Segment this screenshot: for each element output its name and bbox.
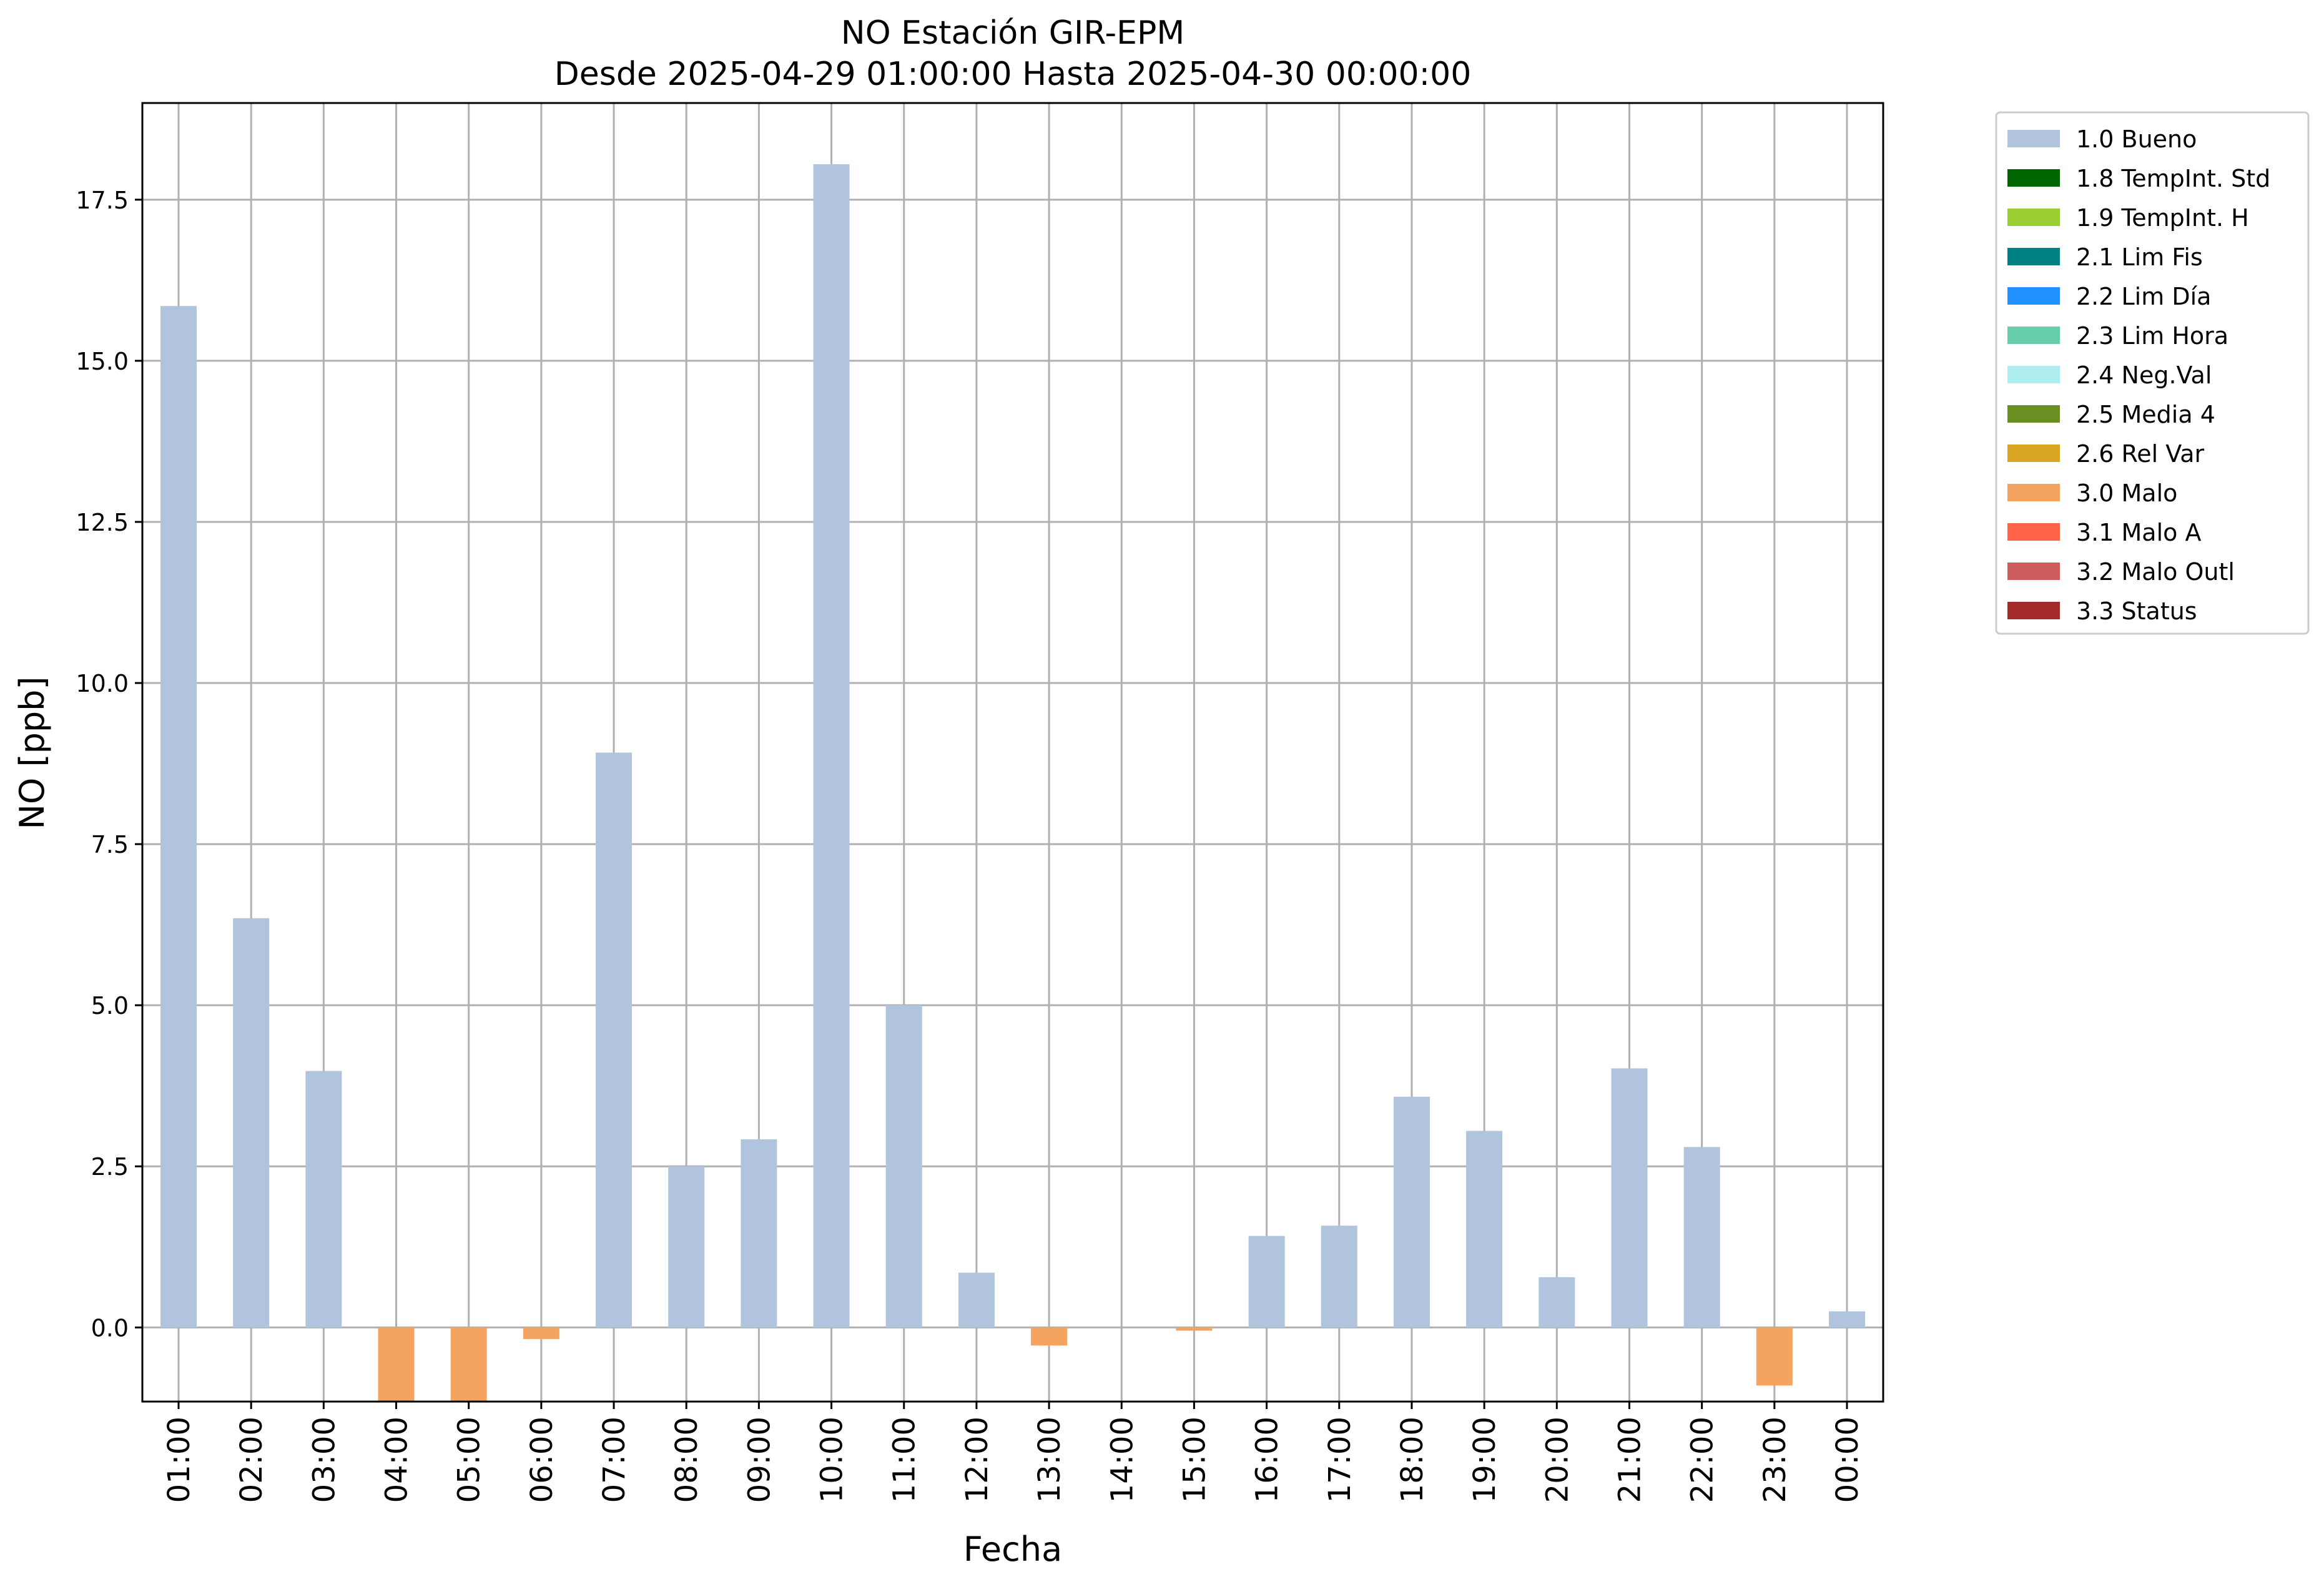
- bar-1800: [1393, 1096, 1430, 1328]
- bar-2100: [1611, 1068, 1648, 1328]
- legend-label: 2.5 Media 4: [2076, 401, 2215, 428]
- x-tick-label: 19:00: [1467, 1417, 1502, 1503]
- bar-0200: [233, 918, 270, 1328]
- bar-0700: [596, 752, 633, 1328]
- legend-swatch: [2007, 327, 2060, 344]
- bar-1300: [1031, 1327, 1068, 1346]
- x-axis-label: Fecha: [963, 1530, 1062, 1569]
- legend-swatch: [2007, 523, 2060, 541]
- x-tick-label: 04:00: [380, 1417, 415, 1503]
- bar-1100: [885, 1005, 922, 1328]
- bar-0800: [668, 1166, 705, 1328]
- y-tick-label: 0.0: [91, 1314, 129, 1342]
- x-ticks: 01:00 02:00 03:00 04:00 05:00 06:00 07:00 08:00…: [162, 1402, 1865, 1503]
- legend-label: 2.4 Neg.Val: [2076, 361, 2212, 389]
- bar-0100: [160, 306, 197, 1328]
- legend-swatch: [2007, 366, 2060, 383]
- legend: 1.0 Bueno 1.8 TempInt. Std 1.9 TempInt. H 2…: [1995, 111, 2310, 635]
- legend-label: 3.1 Malo A: [2076, 519, 2201, 546]
- y-ticks: 0.0 2.5 5.0 7.5 10.0 12.5 15.0 17.5: [76, 187, 142, 1342]
- legend-label: 2.3 Lim Hora: [2076, 322, 2228, 350]
- bar-0400: [378, 1327, 415, 1402]
- x-tick-label: 16:00: [1250, 1417, 1285, 1503]
- y-tick-label: 15.0: [76, 348, 129, 375]
- bar-1900: [1466, 1131, 1503, 1328]
- y-tick-label: 17.5: [76, 187, 129, 214]
- y-tick-label: 2.5: [91, 1153, 129, 1181]
- x-tick-label: 15:00: [1177, 1417, 1212, 1503]
- bar-2300: [1756, 1327, 1793, 1386]
- legend-label: 3.2 Malo Outl: [2076, 558, 2235, 586]
- x-tick-label: 10:00: [815, 1417, 850, 1503]
- x-tick-label: 17:00: [1322, 1417, 1357, 1503]
- legend-label: 3.0 Malo: [2076, 479, 2177, 507]
- bar-2200: [1683, 1147, 1720, 1328]
- y-tick-label: 12.5: [76, 509, 129, 536]
- legend-label: 1.0 Bueno: [2076, 125, 2197, 153]
- legend-swatch: [2007, 563, 2060, 580]
- x-tick-label: 22:00: [1685, 1417, 1720, 1503]
- legend-swatch: [2007, 602, 2060, 619]
- x-tick-label: 07:00: [597, 1417, 632, 1503]
- x-tick-label: 06:00: [524, 1417, 559, 1503]
- plot-frame: [141, 102, 1884, 1403]
- legend-swatch: [2007, 287, 2060, 305]
- y-tick-label: 10.0: [76, 670, 129, 697]
- y-tick-label: 5.0: [91, 992, 129, 1019]
- x-tick-label: 02:00: [234, 1417, 269, 1503]
- bar-1500: [1176, 1327, 1213, 1331]
- bar-1600: [1248, 1236, 1285, 1328]
- legend-label: 3.3 Status: [2076, 597, 2197, 625]
- x-tick-label: 00:00: [1830, 1417, 1865, 1503]
- bar-0300: [305, 1071, 342, 1328]
- bar-1000: [813, 164, 850, 1328]
- legend-swatch: [2007, 405, 2060, 423]
- legend-swatch: [2007, 484, 2060, 501]
- legend-swatch: [2007, 209, 2060, 226]
- x-tick-label: 05:00: [452, 1417, 487, 1503]
- x-tick-label: 12:00: [960, 1417, 995, 1503]
- x-tick-label: 03:00: [307, 1417, 342, 1503]
- legend-label: 2.1 Lim Fis: [2076, 243, 2203, 271]
- bar-0500: [450, 1327, 487, 1402]
- legend-swatch: [2007, 169, 2060, 187]
- bars: [160, 164, 1865, 1402]
- x-tick-label: 23:00: [1758, 1417, 1793, 1503]
- bar-0000: [1829, 1311, 1865, 1328]
- bar-1700: [1321, 1226, 1357, 1328]
- legend-swatch: [2007, 130, 2060, 147]
- legend-box: [1995, 111, 2310, 635]
- legend-label: 1.8 TempInt. Std: [2076, 165, 2270, 192]
- chart-subtitle: Desde 2025-04-29 01:00:00 Hasta 2025-04-…: [554, 56, 1472, 93]
- x-tick-label: 18:00: [1395, 1417, 1430, 1503]
- legend-swatch: [2007, 445, 2060, 462]
- x-tick-label: 09:00: [742, 1417, 777, 1503]
- x-tick-label: 14:00: [1105, 1417, 1140, 1503]
- x-tick-label: 11:00: [887, 1417, 922, 1503]
- x-tick-label: 20:00: [1540, 1417, 1575, 1503]
- x-tick-label: 21:00: [1612, 1417, 1647, 1503]
- legend-label: 1.9 TempInt. H: [2076, 204, 2249, 232]
- bar-0600: [523, 1327, 559, 1339]
- chart-title: NO Estación GIR-EPM: [841, 14, 1184, 52]
- bar-1200: [958, 1272, 995, 1328]
- bar-0900: [741, 1139, 777, 1328]
- legend-swatch: [2007, 248, 2060, 265]
- y-tick-label: 7.5: [91, 831, 129, 858]
- y-axis-label: NO [ppb]: [12, 676, 52, 829]
- bar-2000: [1539, 1277, 1575, 1328]
- legend-label: 2.2 Lim Día: [2076, 283, 2211, 310]
- x-tick-label: 01:00: [162, 1417, 197, 1503]
- x-tick-label: 08:00: [669, 1417, 704, 1503]
- x-tick-label: 13:00: [1032, 1417, 1067, 1503]
- legend-label: 2.6 Rel Var: [2076, 440, 2205, 468]
